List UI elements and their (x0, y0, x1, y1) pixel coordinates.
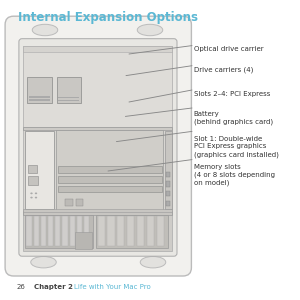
Bar (23, 209, 172, 212)
Bar (23, 128, 172, 212)
Bar (97, 215, 168, 248)
Bar (58, 100, 79, 101)
Bar (23, 127, 172, 130)
Bar (26, 131, 54, 209)
Text: Slot 1: Double-wide
PCI Express graphics
(graphics card installed): Slot 1: Double-wide PCI Express graphics… (194, 136, 278, 158)
Bar (166, 172, 170, 177)
Text: Chapter 2: Chapter 2 (34, 284, 74, 290)
Bar (23, 46, 172, 128)
Bar (65, 200, 73, 206)
Bar (58, 167, 162, 173)
Text: Drive carriers (4): Drive carriers (4) (194, 67, 253, 73)
Bar (28, 176, 38, 185)
Bar (55, 216, 61, 246)
Bar (34, 216, 39, 246)
Bar (26, 216, 32, 246)
Text: Optical drive carrier: Optical drive carrier (194, 46, 263, 52)
Bar (56, 130, 164, 211)
Bar (107, 216, 115, 246)
Bar (166, 201, 170, 206)
Bar (23, 46, 172, 52)
Bar (77, 216, 82, 246)
Ellipse shape (35, 197, 37, 199)
Bar (166, 191, 170, 196)
Bar (137, 216, 144, 246)
Bar (165, 131, 172, 209)
Bar (29, 96, 50, 98)
Ellipse shape (137, 24, 163, 36)
Bar (75, 232, 92, 249)
Bar (29, 99, 50, 100)
Bar (166, 182, 170, 187)
Bar (62, 216, 68, 246)
Bar (58, 97, 79, 98)
Bar (28, 165, 37, 173)
Text: Internal Expansion Options: Internal Expansion Options (18, 11, 198, 23)
Bar (25, 215, 93, 248)
Bar (41, 216, 46, 246)
Bar (76, 200, 83, 206)
FancyBboxPatch shape (19, 39, 177, 256)
Text: Memory slots
(4 or 8 slots depending
on model): Memory slots (4 or 8 slots depending on … (194, 164, 274, 186)
FancyBboxPatch shape (5, 16, 191, 276)
Text: Battery
(behind graphics card): Battery (behind graphics card) (194, 111, 273, 125)
Bar (157, 216, 164, 246)
Bar (27, 76, 52, 103)
Bar (117, 216, 124, 246)
Bar (48, 216, 53, 246)
Text: Slots 2–4: PCI Express: Slots 2–4: PCI Express (194, 91, 270, 97)
Bar (70, 216, 75, 246)
Bar (57, 76, 81, 103)
Bar (58, 176, 162, 183)
Bar (58, 186, 162, 193)
Text: 26: 26 (16, 284, 26, 290)
Bar (84, 216, 89, 246)
Bar (147, 216, 154, 246)
Text: Life with Your Mac Pro: Life with Your Mac Pro (74, 284, 150, 290)
Ellipse shape (140, 256, 166, 268)
Bar (127, 216, 134, 246)
Bar (23, 212, 172, 215)
Ellipse shape (30, 197, 33, 199)
Ellipse shape (30, 193, 33, 194)
Bar (23, 212, 172, 251)
Ellipse shape (31, 256, 56, 268)
Ellipse shape (35, 193, 37, 194)
Ellipse shape (32, 24, 58, 36)
Bar (98, 216, 105, 246)
